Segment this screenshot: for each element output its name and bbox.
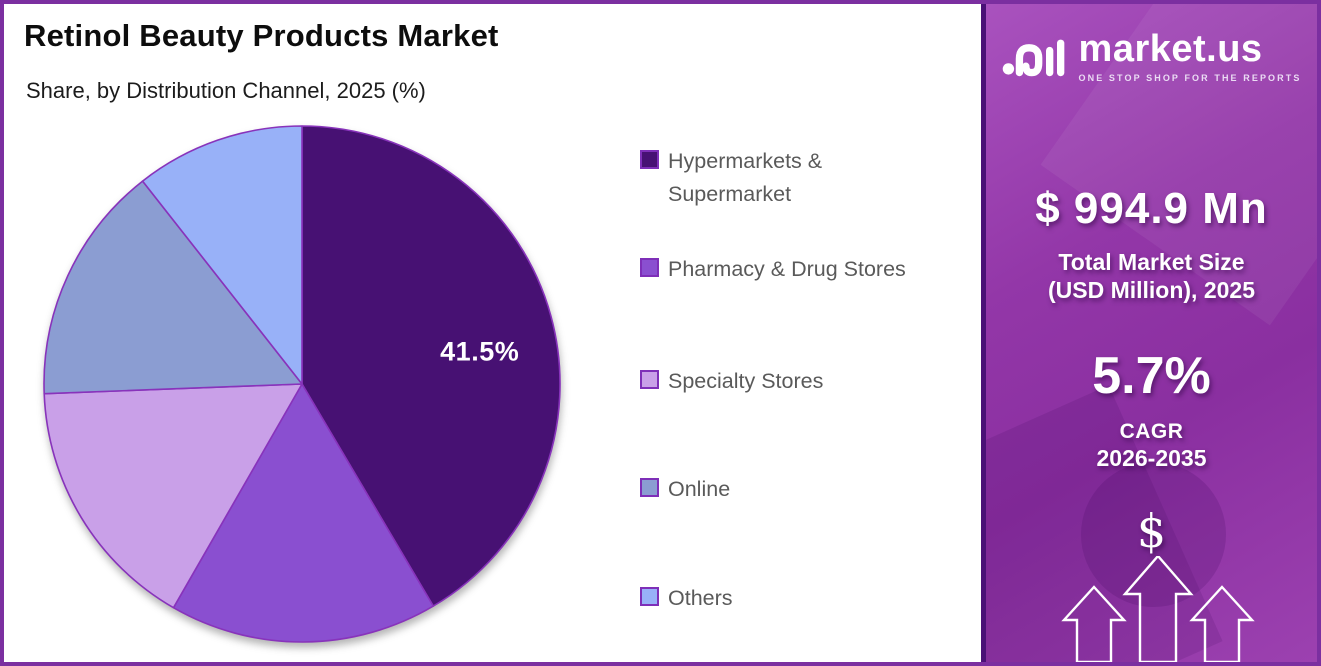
pie-slice-2 [43,383,303,609]
legend-swatch-icon [640,478,659,497]
pie-chart: 41.5% [43,125,561,643]
market-size-value: $ 994.9 Mn [1035,184,1268,233]
cagr-value: 5.7% [1092,347,1211,405]
pie-slice-1 [172,383,435,643]
legend-label: Hypermarkets & Supermarket [668,149,823,207]
legend-item-2: Specialty Stores [640,365,823,398]
brand-name: market.us [1078,28,1263,70]
page-title: Retinol Beauty Products Market [24,18,499,53]
brand-tagline: ONE STOP SHOP FOR THE REPORTS [1078,73,1302,83]
legend-swatch-icon [640,258,659,277]
legend-label: Online [668,477,731,501]
growth-up-arrows-icon [1061,556,1255,662]
pie-slice-4 [141,125,303,385]
dollar-icon: $ [1136,504,1167,558]
pie-slice-0 [301,125,561,607]
brand-logo: market.us ONE STOP SHOP FOR THE REPORTS [986,30,1317,83]
cagr-label: CAGR [1119,420,1184,443]
legend-swatch-icon [640,370,659,389]
photo-overlay-circle [1081,462,1226,607]
legend-item-0: Hypermarkets & Supermarket [640,145,822,212]
page-subtitle: Share, by Distribution Channel, 2025 (%) [26,78,426,103]
pie-data-label: 41.5% [440,337,519,367]
legend-item-4: Others [640,582,733,615]
legend-item-1: Pharmacy & Drug Stores [640,253,906,286]
market-size-label: Total Market Size [1058,249,1245,275]
legend: Hypermarkets & Supermarket Pharmacy & Dru… [640,4,980,662]
legend-label: Others [668,586,733,610]
brand-wordmark: market.us ONE STOP SHOP FOR THE REPORTS [1079,30,1302,83]
chart-panel: Retinol Beauty Products Market Share, by… [4,4,989,662]
legend-label: Pharmacy & Drug Stores [668,257,906,281]
legend-swatch-icon [640,587,659,606]
cagr-years: 2026-2035 [1096,445,1207,471]
sidebar: market.us ONE STOP SHOP FOR THE REPORTS … [981,4,1317,662]
market-size-sublabel: (USD Million), 2025 [1047,277,1256,303]
legend-swatch-icon [640,150,659,169]
legend-item-3: Online [640,473,730,506]
pie-slice-3 [43,180,303,395]
marketus-logo-icon [1002,39,1064,76]
legend-label: Specialty Stores [668,369,824,393]
